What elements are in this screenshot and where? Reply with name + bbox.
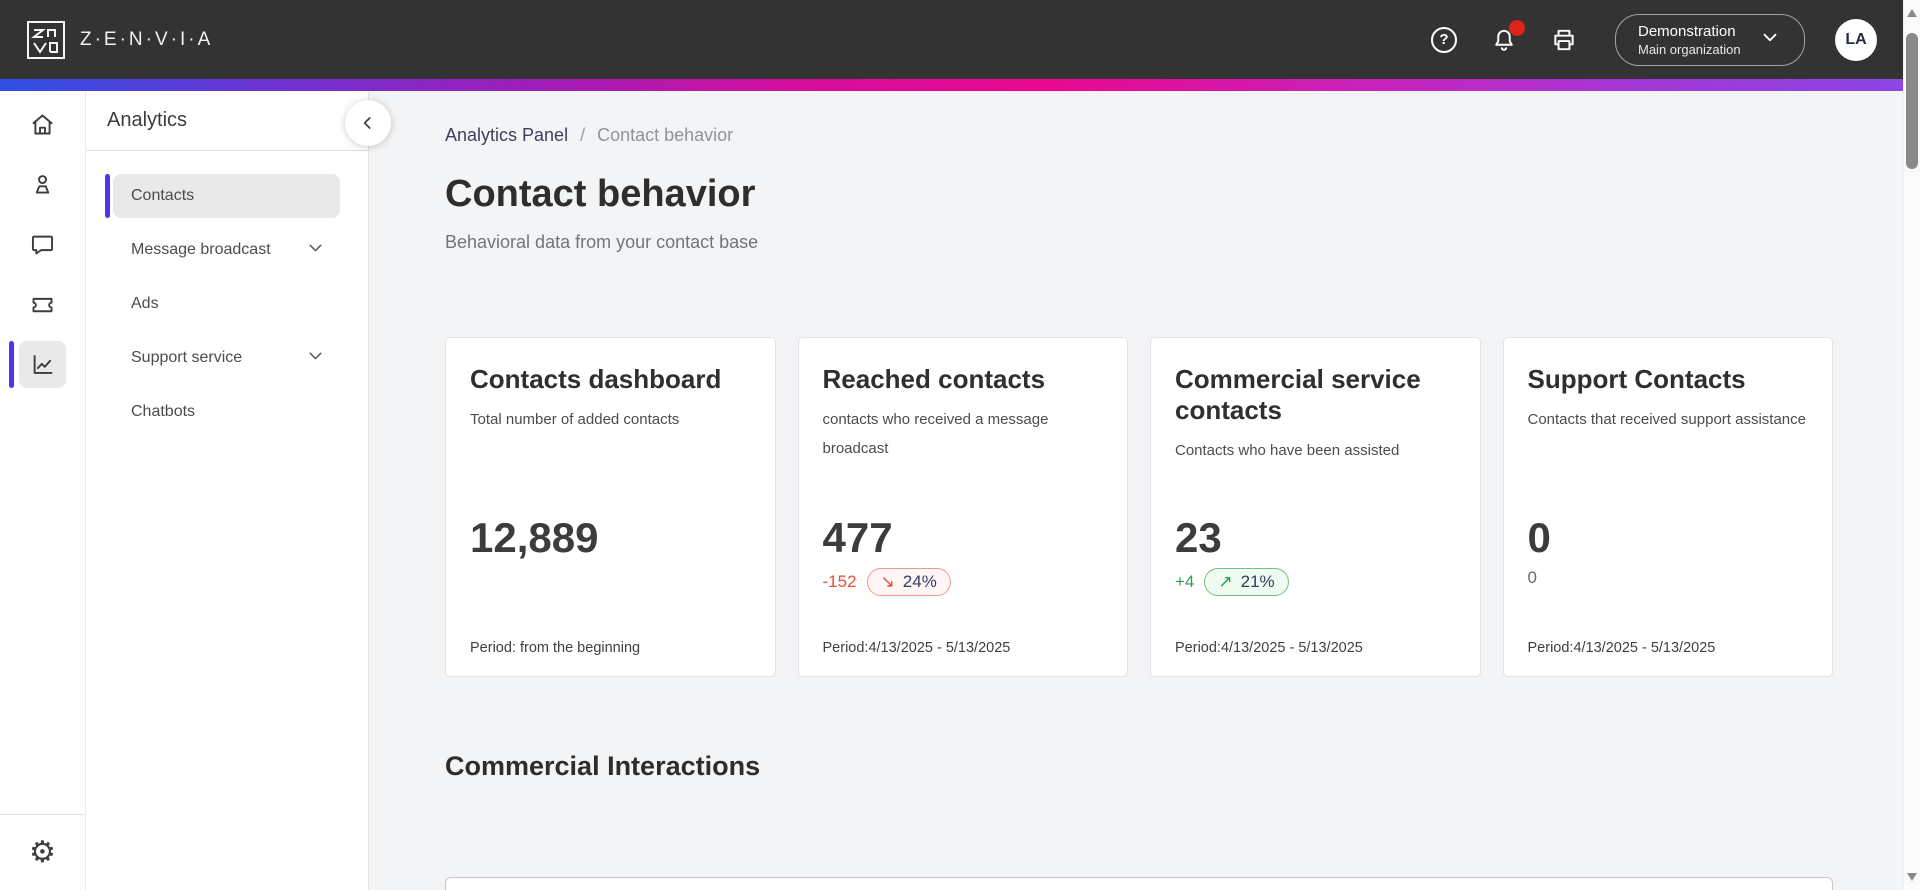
settings-gear-icon[interactable]: ⚙	[29, 834, 56, 870]
rail-home-icon[interactable]	[19, 101, 66, 148]
organization-subtitle: Main organization	[1638, 41, 1741, 57]
card-description: Contacts that received support assistanc…	[1527, 411, 1806, 428]
card-delta-row: -152 ↘ 24%	[823, 568, 951, 596]
rail-footer: ⚙	[0, 814, 85, 890]
card-title: Reached contacts	[822, 364, 1046, 394]
card-delta-row: +4 ↗ 21%	[1175, 568, 1289, 596]
chevron-down-icon	[305, 237, 326, 263]
card-value: 12,889	[470, 514, 599, 561]
delta-value: +4	[1175, 572, 1195, 591]
trend-down-arrow-icon: ↘	[880, 572, 895, 591]
card-reached-contacts: Reached contacts contacts who received a…	[797, 337, 1128, 677]
topbar-actions: ? Demonstration Main organization	[1429, 13, 1877, 66]
card-value: 0	[1527, 514, 1551, 561]
card-description: Contacts who have been assisted	[1175, 442, 1400, 459]
sidebar-item-label: Contacts	[131, 187, 195, 204]
sidebar-collapse-button[interactable]	[345, 100, 391, 146]
card-value: 23	[1175, 514, 1222, 561]
card-description: contacts who received a message broadcas…	[822, 411, 1049, 457]
card-title: Contacts dashboard	[470, 364, 722, 394]
topbar: Z·E·N·V·I·A ? Demonstration Main organiz	[0, 0, 1903, 79]
chevron-down-icon	[1759, 26, 1781, 53]
sidebar-item-label: Ads	[131, 295, 159, 312]
card-support-contacts: Support Contacts Contacts that received …	[1502, 337, 1833, 677]
zenvia-logo-icon	[26, 20, 66, 60]
sidebar-nav: Contacts Message broadcast Ads Support s…	[86, 174, 368, 434]
card-title: Commercial service contacts	[1175, 364, 1421, 425]
main-content: Analytics Panel / Contact behavior Conta…	[369, 91, 1903, 890]
delta-value: -152	[822, 572, 857, 591]
section-heading-commercial-interactions: Commercial Interactions	[445, 751, 761, 781]
help-icon[interactable]: ?	[1429, 25, 1459, 55]
icon-rail: ⚙	[0, 91, 86, 890]
card-description: Total number of added contacts	[470, 411, 680, 428]
sidebar-item-contacts[interactable]: Contacts	[105, 174, 340, 218]
rail-contacts-icon[interactable]	[19, 161, 66, 208]
card-period: Period:4/13/2025 - 5/13/2025	[822, 640, 1011, 656]
app-body: ⚙ Analytics Contacts Message broadcast A…	[0, 91, 1903, 890]
card-period: Period: from the beginning	[470, 640, 641, 656]
scrollbar-down-arrow[interactable]	[1907, 873, 1917, 881]
breadcrumb-analytics-panel[interactable]: Analytics Panel	[445, 125, 569, 145]
stat-cards-row: Contacts dashboard Total number of added…	[445, 337, 1833, 677]
card-contacts-dashboard: Contacts dashboard Total number of added…	[445, 337, 776, 677]
sidebar-item-chatbots[interactable]: Chatbots	[113, 390, 340, 434]
trend-percentage: 21%	[1240, 572, 1275, 591]
page-title: Contact behavior	[445, 173, 756, 215]
card-commercial-service-contacts: Commercial service contacts Contacts who…	[1150, 337, 1481, 677]
card-delta-row: 0	[1528, 568, 1537, 588]
notification-badge	[1509, 19, 1525, 36]
brand-text: Z·E·N·V·I·A	[80, 28, 214, 50]
card-period: Period:4/13/2025 - 5/13/2025	[1175, 640, 1363, 656]
breadcrumb-separator: /	[580, 125, 586, 145]
brand-gradient-bar	[0, 79, 1903, 91]
commercial-interactions-card-partial	[445, 877, 1833, 890]
notifications-bell-icon[interactable]	[1489, 19, 1525, 55]
scrollbar-thumb[interactable]	[1906, 33, 1918, 169]
organization-name: Demonstration	[1638, 22, 1736, 40]
rail-tickets-icon[interactable]	[19, 281, 66, 328]
organization-switcher[interactable]: Demonstration Main organization	[1615, 13, 1805, 66]
trend-badge-down: ↘ 24%	[866, 568, 951, 596]
card-period: Period:4/13/2025 - 5/13/2025	[1527, 640, 1716, 656]
zenvia-logo[interactable]: Z·E·N·V·I·A	[26, 20, 213, 60]
avatar-initials: LA	[1845, 30, 1867, 48]
card-title: Support Contacts	[1527, 364, 1746, 394]
sidebar-item-label: Support service	[131, 349, 243, 366]
trend-badge-up: ↗ 21%	[1204, 568, 1289, 596]
sidebar-item-support-service[interactable]: Support service	[113, 336, 340, 380]
trend-up-arrow-icon: ↗	[1218, 572, 1233, 591]
sidebar-title: Analytics	[107, 109, 188, 131]
sidebar-divider	[86, 150, 368, 151]
rail-conversations-icon[interactable]	[19, 221, 66, 268]
sidebar-item-label: Chatbots	[131, 403, 196, 420]
sidebar-item-label: Message broadcast	[131, 241, 271, 258]
sidebar-active-indicator	[105, 174, 110, 218]
breadcrumb: Analytics Panel / Contact behavior	[445, 125, 1833, 146]
vertical-scrollbar[interactable]	[1903, 0, 1920, 890]
chevron-down-icon	[305, 345, 326, 371]
rail-active-indicator	[9, 341, 14, 388]
user-avatar[interactable]: LA	[1835, 18, 1877, 61]
card-value: 477	[822, 514, 893, 561]
help-glyph: ?	[1439, 31, 1449, 48]
delta-value: 0	[1527, 568, 1537, 587]
printer-icon[interactable]	[1549, 25, 1579, 55]
rail-analytics-icon[interactable]	[9, 341, 66, 388]
sidebar-item-message-broadcast[interactable]: Message broadcast	[113, 228, 340, 272]
trend-percentage: 24%	[902, 572, 937, 591]
analytics-sidebar: Analytics Contacts Message broadcast Ads…	[86, 91, 391, 890]
breadcrumb-current: Contact behavior	[597, 125, 734, 145]
page-subtitle: Behavioral data from your contact base	[445, 232, 759, 252]
scrollbar-up-arrow[interactable]	[1907, 9, 1917, 17]
sidebar-item-ads[interactable]: Ads	[113, 282, 340, 326]
